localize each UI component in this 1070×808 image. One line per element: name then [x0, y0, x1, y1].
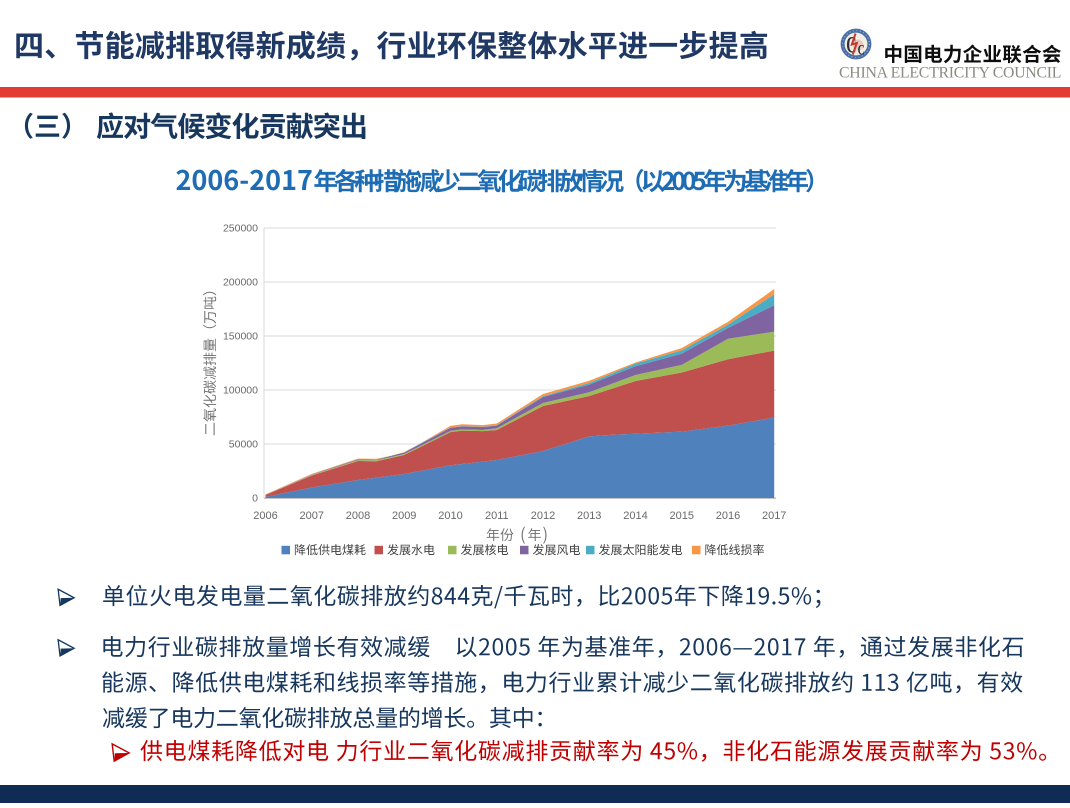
svg-text:100000: 100000	[223, 385, 258, 397]
svg-text:2009: 2009	[392, 510, 416, 522]
svg-text:CHINA ELECTRICITY COUNCIL: CHINA ELECTRICITY COUNCIL	[839, 65, 1061, 82]
svg-text:2007: 2007	[300, 510, 324, 522]
svg-text:2011: 2011	[485, 510, 509, 522]
svg-text:2006: 2006	[253, 510, 277, 522]
svg-text:150000: 150000	[223, 331, 258, 343]
svg-text:0: 0	[252, 493, 258, 505]
svg-text:200000: 200000	[223, 277, 258, 289]
svg-text:2013: 2013	[577, 510, 601, 522]
svg-text:250000: 250000	[223, 223, 258, 235]
svg-text:2010: 2010	[438, 510, 462, 522]
svg-text:2014: 2014	[623, 510, 647, 522]
svg-text:C: C	[846, 33, 856, 58]
svg-text:50000: 50000	[229, 439, 258, 451]
svg-text:2012: 2012	[531, 510, 555, 522]
svg-text:2008: 2008	[346, 510, 370, 522]
svg-text:2015: 2015	[670, 510, 694, 522]
svg-text:2016: 2016	[716, 510, 740, 522]
svg-text:C: C	[858, 42, 865, 59]
svg-text:2017: 2017	[762, 510, 786, 522]
